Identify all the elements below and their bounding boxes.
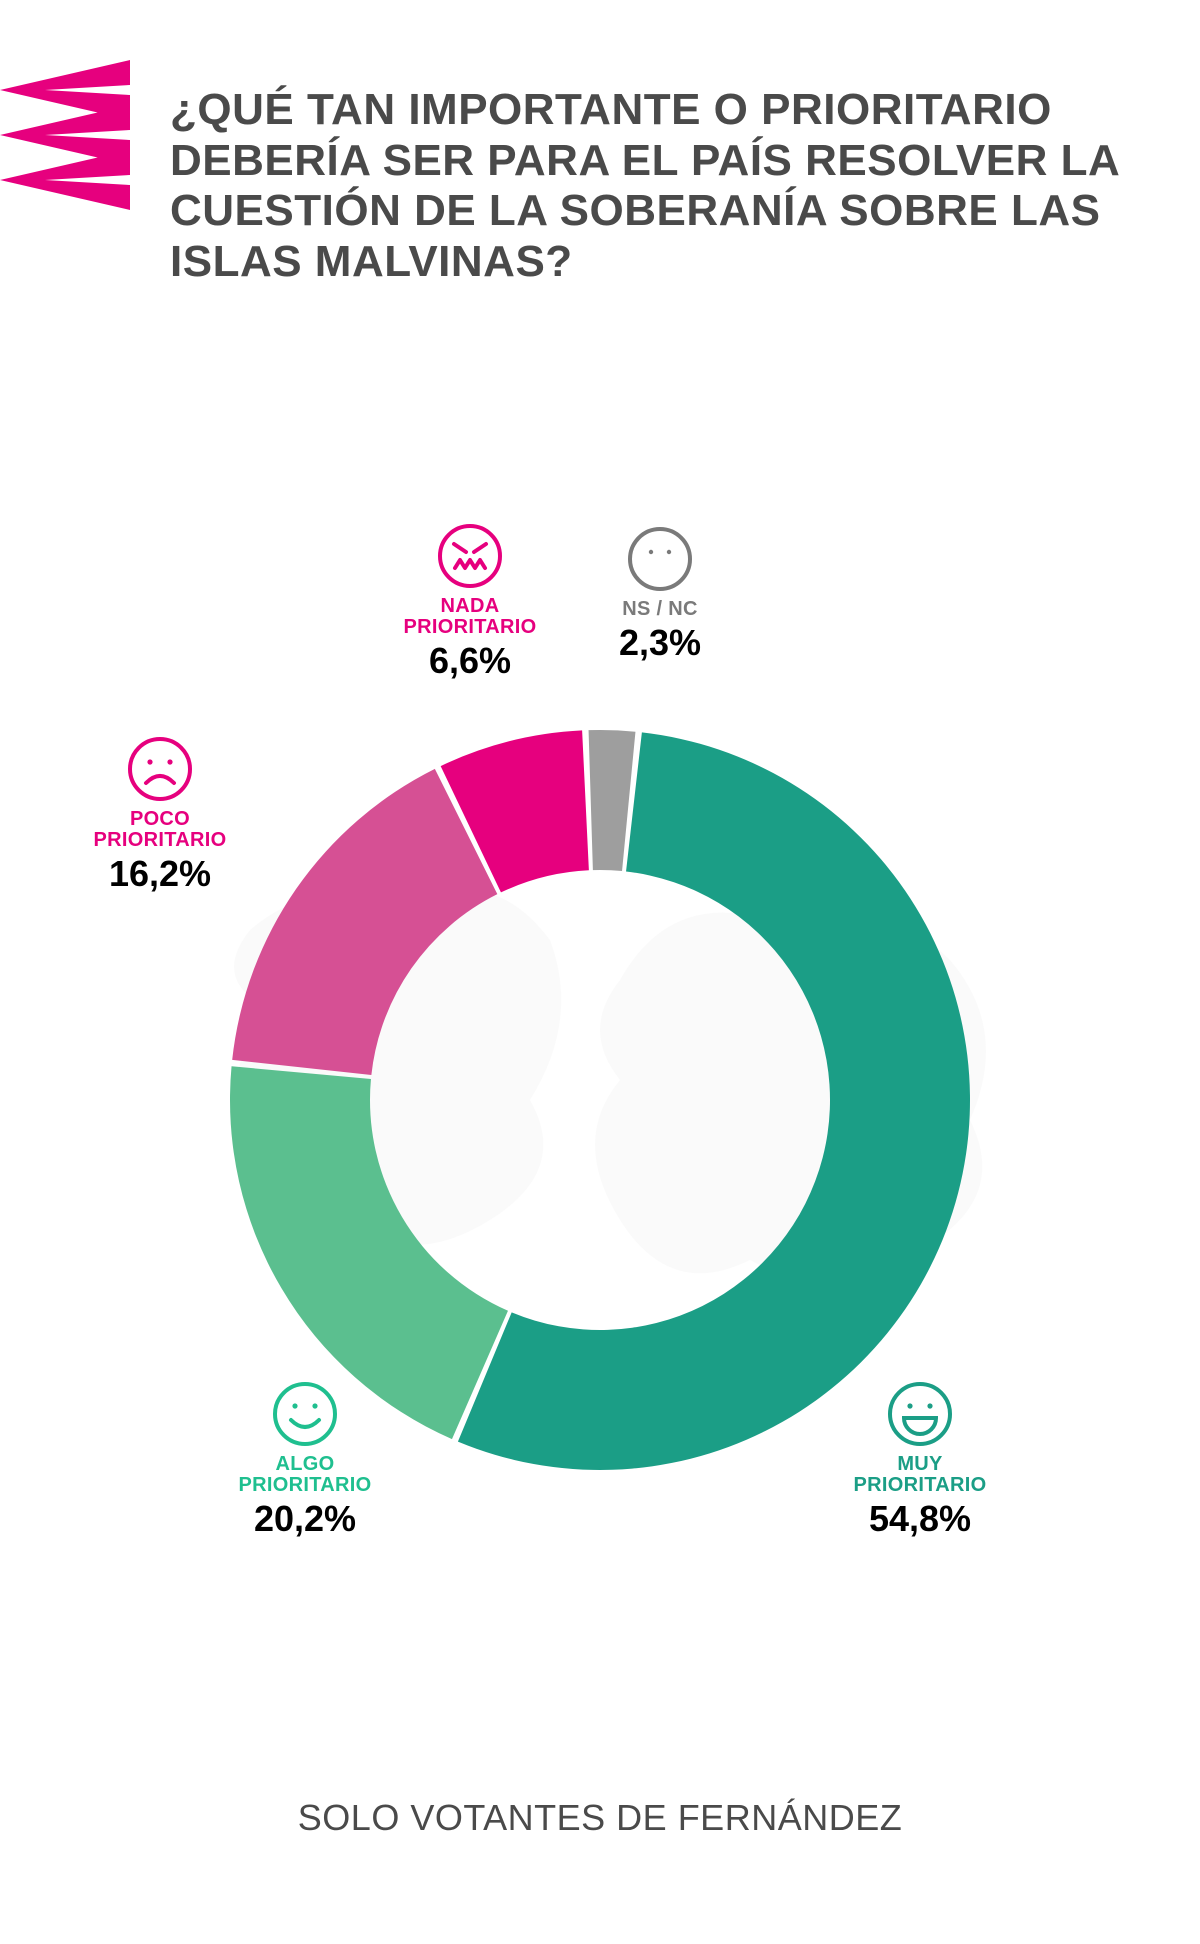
label-algo: ALGOPRIORITARIO 20,2% <box>175 1380 435 1540</box>
label-poco-pct: 16,2% <box>40 853 280 895</box>
label-algo-pct: 20,2% <box>175 1498 435 1540</box>
label-nsnc-text: NS / NC <box>580 599 740 620</box>
label-nada-text: NADAPRIORITARIO <box>370 596 570 638</box>
smile-face-icon <box>271 1380 339 1448</box>
brand-flag-icon <box>0 60 130 240</box>
donut-segment-nsnc <box>589 730 636 871</box>
label-algo-text: ALGOPRIORITARIO <box>175 1454 435 1496</box>
subtitle-footer: SOLO VOTANTES DE FERNÁNDEZ <box>0 1797 1200 1839</box>
frown-face-icon <box>126 735 194 803</box>
donut-svg <box>220 720 980 1480</box>
priority-donut-chart: NS / NC 2,3% NADAPRIORITARIO 6,6% POCOPR… <box>150 650 1050 1550</box>
label-muy-text: MUYPRIORITARIO <box>790 1454 1050 1496</box>
question-title: ¿QUÉ TAN IMPORTANTE O PRIORITARIO DEBERÍ… <box>170 85 1120 287</box>
label-poco: POCOPRIORITARIO 16,2% <box>40 735 280 895</box>
label-poco-text: POCOPRIORITARIO <box>40 809 280 851</box>
laugh-face-icon <box>886 1380 954 1448</box>
label-nada-pct: 6,6% <box>370 640 570 682</box>
neutral-face-icon <box>626 525 694 593</box>
angry-face-icon <box>436 522 504 590</box>
label-muy: MUYPRIORITARIO 54,8% <box>790 1380 1050 1540</box>
label-nsnc: NS / NC 2,3% <box>580 525 740 664</box>
label-nsnc-pct: 2,3% <box>580 622 740 664</box>
label-muy-pct: 54,8% <box>790 1498 1050 1540</box>
label-nada: NADAPRIORITARIO 6,6% <box>370 522 570 682</box>
